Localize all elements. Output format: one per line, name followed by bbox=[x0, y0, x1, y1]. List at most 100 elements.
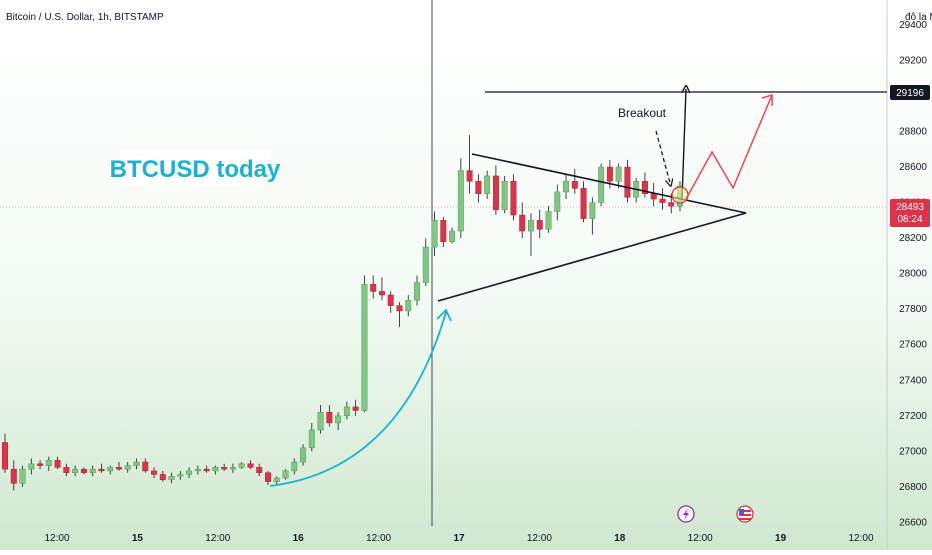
candle bbox=[2, 433, 8, 473]
candle bbox=[229, 463, 236, 473]
candle bbox=[203, 465, 210, 473]
symmetrical-triangle[interactable] bbox=[437, 153, 747, 302]
candle bbox=[475, 174, 482, 203]
projected-path[interactable] bbox=[685, 94, 773, 200]
price-tick-label: 29200 bbox=[899, 55, 927, 66]
time-tick-label: 12:00 bbox=[527, 533, 552, 544]
candle bbox=[563, 174, 570, 200]
price-tick-label: 28000 bbox=[899, 269, 927, 280]
candle bbox=[168, 472, 175, 484]
candle bbox=[449, 227, 456, 244]
time-tick-label: 12:00 bbox=[366, 533, 391, 544]
candle bbox=[378, 277, 385, 301]
candle bbox=[387, 291, 394, 313]
price-tick-label: 26800 bbox=[899, 482, 927, 493]
candle bbox=[405, 294, 412, 317]
price-tick-label: 26600 bbox=[899, 517, 927, 528]
current-price-tag[interactable] bbox=[890, 199, 930, 227]
lightning-icon[interactable] bbox=[677, 505, 695, 523]
candle bbox=[501, 175, 508, 214]
price-tick-label: 28600 bbox=[899, 162, 927, 173]
candle bbox=[133, 458, 140, 470]
candle bbox=[510, 174, 517, 221]
candle bbox=[282, 469, 289, 480]
candle bbox=[273, 476, 280, 486]
candle bbox=[598, 163, 605, 207]
breakout-label: Breakout bbox=[618, 106, 667, 120]
breakout-pointer-arrow[interactable] bbox=[655, 130, 670, 183]
breakout-point-marker[interactable] bbox=[671, 186, 689, 204]
time-tick-label: 15 bbox=[132, 533, 144, 544]
candle bbox=[256, 463, 263, 477]
candle bbox=[115, 462, 122, 471]
time-tick-label: 12:00 bbox=[688, 533, 713, 544]
price-tick-label: 27400 bbox=[899, 375, 927, 386]
candle bbox=[615, 163, 622, 189]
candle bbox=[335, 412, 342, 431]
currency-label[interactable]: đô la M bbox=[905, 12, 932, 23]
candle bbox=[422, 238, 429, 287]
countdown-text: 08:24 bbox=[897, 214, 922, 225]
candle bbox=[308, 422, 315, 452]
candle bbox=[431, 211, 438, 256]
candle bbox=[151, 467, 157, 479]
price-tick-label: 28800 bbox=[899, 127, 927, 138]
price-tick-label: 27600 bbox=[899, 340, 927, 351]
candle bbox=[124, 462, 131, 473]
candle bbox=[519, 202, 526, 239]
candle bbox=[624, 159, 631, 203]
target-price-text: 29196 bbox=[896, 88, 924, 99]
symbol-title: Bitcoin / U.S. Dollar, 1h, BITSTAMP bbox=[6, 12, 164, 23]
candle bbox=[528, 213, 534, 256]
candle bbox=[54, 456, 61, 470]
time-tick-label: 12:00 bbox=[848, 533, 873, 544]
time-tick-label: 19 bbox=[775, 533, 787, 544]
candle bbox=[466, 135, 473, 194]
time-tick-label: 18 bbox=[614, 533, 626, 544]
projected-path-arrowhead bbox=[761, 93, 773, 106]
price-tick-label: 29400 bbox=[899, 20, 927, 31]
time-tick-label: 12:00 bbox=[205, 533, 230, 544]
candle bbox=[98, 463, 105, 473]
candle bbox=[536, 209, 543, 239]
candle bbox=[343, 401, 350, 420]
time-axis[interactable]: 12:00 15 12:00 16 12:00 17 12:00 18 12:00 19 12:00 bbox=[44, 533, 873, 544]
candle bbox=[554, 184, 561, 221]
price-tick-label: 27200 bbox=[899, 411, 927, 422]
target-price-tag[interactable] bbox=[890, 85, 930, 100]
candle bbox=[194, 465, 201, 475]
candle bbox=[484, 170, 491, 200]
uptrend-curve-arrow[interactable] bbox=[269, 311, 447, 487]
breakout-target-arrow[interactable] bbox=[681, 89, 686, 201]
candle bbox=[265, 470, 271, 486]
price-tick-label: 27800 bbox=[899, 304, 927, 315]
us-flag-event-icon[interactable] bbox=[736, 505, 754, 523]
candle bbox=[492, 165, 499, 216]
candle bbox=[414, 275, 420, 306]
candle bbox=[247, 460, 254, 470]
candle bbox=[80, 467, 87, 475]
time-tick-label: 12:00 bbox=[44, 533, 69, 544]
title-backdrop bbox=[120, 150, 270, 186]
candle bbox=[19, 465, 26, 487]
candle bbox=[641, 172, 648, 198]
time-tick-label: 17 bbox=[453, 533, 465, 544]
candle bbox=[300, 444, 307, 466]
candle bbox=[177, 470, 184, 480]
candle bbox=[370, 275, 377, 299]
chart-title: BTCUSD today bbox=[110, 156, 281, 183]
candle bbox=[580, 181, 587, 223]
time-tick-label: 16 bbox=[293, 533, 305, 544]
candle bbox=[221, 463, 228, 471]
candle bbox=[440, 216, 447, 248]
candle bbox=[326, 405, 333, 427]
candle bbox=[89, 465, 96, 477]
price-tick-label: 28200 bbox=[899, 233, 927, 244]
candle bbox=[396, 302, 403, 327]
candle bbox=[291, 458, 298, 475]
candle bbox=[107, 465, 114, 475]
candle bbox=[589, 197, 596, 235]
